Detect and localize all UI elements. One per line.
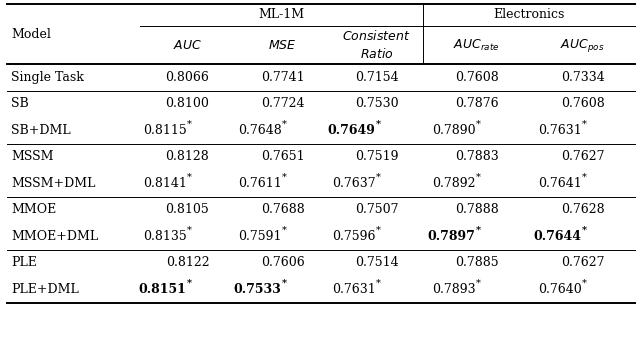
- Text: *: *: [582, 226, 586, 235]
- Text: *: *: [376, 226, 380, 235]
- Text: 0.7628: 0.7628: [561, 203, 604, 216]
- Text: 0.8141: 0.8141: [143, 177, 186, 190]
- Text: *: *: [476, 120, 481, 129]
- Text: 0.7606: 0.7606: [260, 256, 305, 269]
- Text: $\mathit{MSE}$: $\mathit{MSE}$: [268, 38, 297, 52]
- Text: 0.7892: 0.7892: [432, 177, 476, 190]
- Text: *: *: [582, 173, 586, 182]
- Text: Electronics: Electronics: [493, 8, 564, 22]
- Text: 0.7596: 0.7596: [332, 230, 376, 243]
- Text: MMOE: MMOE: [11, 203, 56, 216]
- Text: *: *: [476, 279, 481, 288]
- Text: ML-1M: ML-1M: [259, 8, 305, 22]
- Text: 0.7533: 0.7533: [234, 283, 282, 296]
- Text: *: *: [186, 226, 191, 235]
- Text: 0.7608: 0.7608: [454, 71, 499, 84]
- Text: Model: Model: [11, 28, 51, 41]
- Text: *: *: [186, 279, 191, 288]
- Text: *: *: [186, 120, 191, 129]
- Text: 0.7154: 0.7154: [355, 71, 398, 84]
- Text: 0.7334: 0.7334: [561, 71, 604, 84]
- Text: MSSM+DML: MSSM+DML: [11, 177, 95, 190]
- Text: 0.8105: 0.8105: [166, 203, 209, 216]
- Text: *: *: [376, 120, 381, 129]
- Text: *: *: [282, 226, 286, 235]
- Text: *: *: [582, 120, 586, 129]
- Text: 0.7519: 0.7519: [355, 150, 398, 163]
- Text: 0.7514: 0.7514: [355, 256, 398, 269]
- Text: 0.8128: 0.8128: [166, 150, 209, 163]
- Text: *: *: [582, 279, 586, 288]
- Text: 0.7888: 0.7888: [454, 203, 499, 216]
- Text: 0.7648: 0.7648: [237, 124, 282, 137]
- Text: $\mathit{AUC}$: $\mathit{AUC}$: [173, 38, 202, 52]
- Text: 0.7651: 0.7651: [260, 150, 304, 163]
- Text: 0.7631: 0.7631: [538, 124, 582, 137]
- Text: 0.8115: 0.8115: [143, 124, 186, 137]
- Text: 0.8122: 0.8122: [166, 256, 209, 269]
- Text: 0.7608: 0.7608: [561, 97, 604, 110]
- Text: $\mathit{Consistent}$
$\mathit{Ratio}$: $\mathit{Consistent}$ $\mathit{Ratio}$: [342, 29, 411, 61]
- Text: 0.7644: 0.7644: [534, 230, 582, 243]
- Text: 0.8135: 0.8135: [143, 230, 186, 243]
- Text: $\mathit{AUC}_{pos}$: $\mathit{AUC}_{pos}$: [560, 36, 605, 54]
- Text: 0.7530: 0.7530: [355, 97, 398, 110]
- Text: MMOE+DML: MMOE+DML: [11, 230, 98, 243]
- Text: PLE+DML: PLE+DML: [11, 283, 79, 296]
- Text: 0.7631: 0.7631: [332, 283, 376, 296]
- Text: 0.7883: 0.7883: [454, 150, 499, 163]
- Text: 0.7649: 0.7649: [328, 124, 376, 137]
- Text: 0.7897: 0.7897: [428, 230, 476, 243]
- Text: *: *: [376, 173, 380, 182]
- Text: 0.7611: 0.7611: [237, 177, 282, 190]
- Text: MSSM: MSSM: [11, 150, 54, 163]
- Text: 0.7507: 0.7507: [355, 203, 398, 216]
- Text: SB: SB: [11, 97, 29, 110]
- Text: 0.7876: 0.7876: [454, 97, 499, 110]
- Text: 0.7688: 0.7688: [260, 203, 305, 216]
- Text: 0.7724: 0.7724: [260, 97, 304, 110]
- Text: *: *: [282, 120, 286, 129]
- Text: 0.7890: 0.7890: [432, 124, 476, 137]
- Text: Single Task: Single Task: [11, 71, 84, 84]
- Text: $\mathit{AUC}_{rate}$: $\mathit{AUC}_{rate}$: [453, 37, 500, 53]
- Text: 0.7885: 0.7885: [454, 256, 499, 269]
- Text: *: *: [282, 279, 287, 288]
- Text: SB+DML: SB+DML: [11, 124, 70, 137]
- Text: 0.7637: 0.7637: [332, 177, 376, 190]
- Text: *: *: [476, 226, 481, 235]
- Text: *: *: [376, 279, 380, 288]
- Text: 0.8066: 0.8066: [166, 71, 209, 84]
- Text: PLE: PLE: [11, 256, 37, 269]
- Text: *: *: [282, 173, 286, 182]
- Text: 0.7627: 0.7627: [561, 150, 604, 163]
- Text: 0.8151: 0.8151: [139, 283, 186, 296]
- Text: 0.7591: 0.7591: [238, 230, 282, 243]
- Text: *: *: [476, 173, 481, 182]
- Text: 0.7640: 0.7640: [538, 283, 582, 296]
- Text: 0.7627: 0.7627: [561, 256, 604, 269]
- Text: *: *: [186, 173, 191, 182]
- Text: 0.7893: 0.7893: [432, 283, 476, 296]
- Text: 0.7741: 0.7741: [260, 71, 304, 84]
- Text: 0.7641: 0.7641: [538, 177, 582, 190]
- Text: 0.8100: 0.8100: [166, 97, 209, 110]
